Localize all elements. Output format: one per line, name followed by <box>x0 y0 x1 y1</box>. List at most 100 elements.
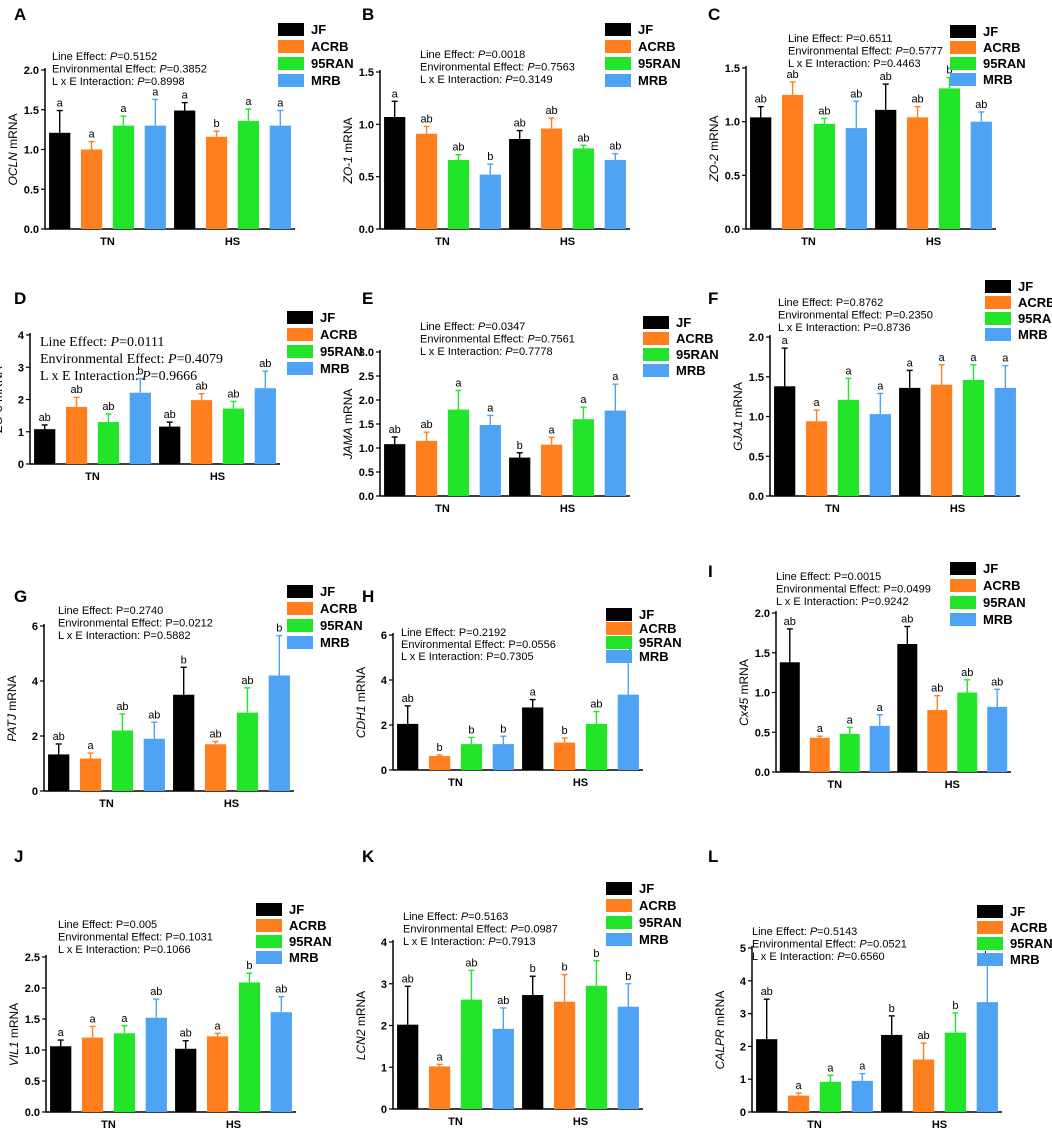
panel-letter: B <box>362 5 374 24</box>
panel-letter: L <box>708 847 718 866</box>
bar-mrb-hs <box>268 675 290 791</box>
legend-swatch <box>256 935 282 948</box>
bar-acrb-hs <box>930 384 953 496</box>
bar-jf-hs <box>875 109 897 229</box>
significance-letter: b <box>437 742 443 754</box>
legend-label: 95RAN <box>639 635 682 650</box>
bar-acrb-tn <box>805 421 828 496</box>
panel-letter: H <box>362 587 374 606</box>
y-tick-label: 4 <box>381 937 388 949</box>
y-tick-label: 0.0 <box>25 1107 40 1119</box>
legend-label: JF <box>676 315 691 330</box>
bar-acrb-tn <box>79 758 102 791</box>
y-tick-label: 1.0 <box>359 119 374 131</box>
stat-line: Environmental Effect: P=0.0556 <box>401 639 556 651</box>
significance-letter: a <box>827 1062 834 1074</box>
bar-jf-hs <box>509 138 531 229</box>
significance-letter: ab <box>961 667 973 679</box>
bar-acrb-hs <box>206 1036 229 1112</box>
y-tick-label: 0.5 <box>359 467 374 479</box>
legend-label: 95RAN <box>676 347 719 362</box>
significance-letter: a <box>612 371 619 383</box>
bar-mrb-tn <box>492 744 514 770</box>
legend-swatch <box>287 345 313 358</box>
significance-letter: ab <box>917 1030 929 1042</box>
significance-letter: a <box>437 1051 444 1063</box>
significance-letter: b <box>562 725 568 737</box>
legend-label: ACRB <box>638 39 676 54</box>
panel-letter: I <box>708 562 713 581</box>
stat-line: Environmental Effect: P=0.7563 <box>420 62 575 74</box>
bar-mrb-hs <box>269 125 291 229</box>
legend-swatch <box>977 905 1003 918</box>
legend-swatch <box>985 328 1011 341</box>
significance-letter: ab <box>577 132 589 144</box>
bar-acrb-hs <box>927 709 948 772</box>
significance-letter: a <box>88 740 95 752</box>
legend-swatch <box>606 650 632 663</box>
significance-letter: ab <box>275 984 287 996</box>
y-tick-label: 0.0 <box>749 491 764 503</box>
significance-letter: a <box>392 88 399 100</box>
legend-swatch <box>950 73 976 86</box>
bar-acrb-hs <box>553 1001 576 1109</box>
y-tick-label: 0.0 <box>359 491 374 503</box>
significance-letter: a <box>121 1013 128 1025</box>
legend-label: MRB <box>639 649 669 664</box>
legend-label: ACRB <box>676 331 714 346</box>
y-tick-label: 4 <box>18 330 25 342</box>
legend-label: JF <box>983 24 998 39</box>
y-tick-label: 1.5 <box>24 105 39 117</box>
legend-swatch <box>287 362 313 375</box>
significance-letter: ab <box>227 388 239 400</box>
bar-mrb-tn <box>479 174 501 229</box>
significance-letter: a <box>57 98 64 110</box>
stat-line: L x E Interaction: P=0.7305 <box>401 651 534 663</box>
stat-line: L x E Interaction: P=0.1066 <box>58 944 191 956</box>
bar-jf-hs <box>881 1034 903 1112</box>
significance-letter: ab <box>880 71 892 83</box>
stat-line: Environmental Effect: P=0.0212 <box>58 618 213 630</box>
bar-95ran-hs <box>585 723 608 770</box>
legend-swatch <box>977 953 1003 966</box>
significance-letter: ab <box>259 358 271 370</box>
significance-letter: ab <box>609 141 621 153</box>
legend-label: 95RAN <box>311 56 354 71</box>
bar-jf-tn <box>397 1024 419 1109</box>
stat-line: Line Effect: P=0.005 <box>58 919 157 931</box>
bar-mrb-tn <box>851 1080 873 1112</box>
significance-letter: a <box>939 352 946 364</box>
stat-line: Environmental Effect: P=0.1031 <box>58 932 213 944</box>
bar-95ran-hs <box>572 419 595 496</box>
bar-mrb-hs <box>617 694 639 770</box>
y-tick-label: 0 <box>381 1104 387 1116</box>
legend-swatch <box>287 311 313 324</box>
significance-letter: a <box>215 1020 222 1032</box>
y-tick-label: 6 <box>381 630 387 642</box>
bar-acrb-tn <box>65 406 88 464</box>
legend-label: ACRB <box>983 578 1021 593</box>
bar-jf-hs <box>522 995 544 1109</box>
significance-letter: a <box>90 1013 97 1025</box>
legend-label: 95RAN <box>983 56 1026 71</box>
significance-letter: b <box>468 724 474 736</box>
legend-swatch <box>256 903 282 916</box>
significance-letter: b <box>517 440 523 452</box>
legend-swatch <box>605 57 631 70</box>
stat-line: Environmental Effect: P=0.0499 <box>776 584 931 596</box>
stat-line: L x E Interaction: P=0.6560 <box>752 951 885 963</box>
y-tick-label: 0.5 <box>749 451 764 463</box>
y-tick-label: 0.5 <box>359 172 374 184</box>
legend-swatch <box>985 312 1011 325</box>
legend-label: ACRB <box>1010 920 1048 935</box>
significance-letter: ab <box>195 381 207 393</box>
legend-swatch <box>950 613 976 626</box>
stat-line: L x E Interaction: P=0.7913 <box>403 936 536 948</box>
legend-label: JF <box>320 310 335 325</box>
y-tick-label: 1.0 <box>25 1045 40 1057</box>
significance-letter: b <box>530 963 536 975</box>
bar-95ran-hs <box>957 692 978 772</box>
legend-label: JF <box>311 22 326 37</box>
significance-letter: ab <box>402 693 414 705</box>
